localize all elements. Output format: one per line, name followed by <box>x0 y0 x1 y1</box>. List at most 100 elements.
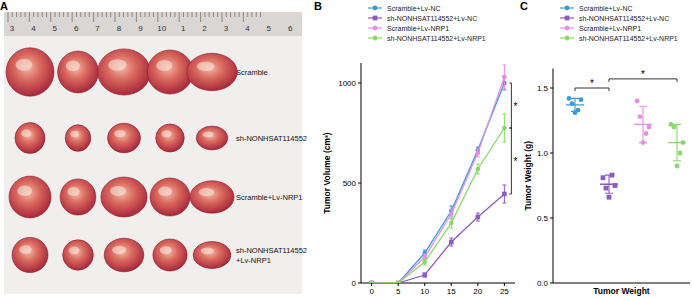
tumor <box>65 125 91 152</box>
ruler-tick <box>123 12 124 17</box>
tumor <box>190 181 234 213</box>
legend-marker <box>373 26 378 31</box>
error-cap <box>449 209 453 210</box>
ruler-tick <box>33 12 34 17</box>
ruler-tick <box>247 12 248 17</box>
tumor-highlight <box>70 131 79 138</box>
error-bar <box>502 185 506 203</box>
ruler-tick <box>119 12 120 17</box>
sd-stem <box>642 106 643 142</box>
mean-sd <box>600 175 618 193</box>
point <box>579 97 584 102</box>
ruler-label: 1 <box>181 24 186 33</box>
panel-label: B <box>314 0 322 12</box>
ruler-tick <box>260 12 261 17</box>
tumor-highlight <box>112 246 126 254</box>
point <box>369 281 374 283</box>
ruler-label: 6 <box>288 24 293 33</box>
x-tick-label: 5 <box>396 287 401 296</box>
x-tick-label: 15 <box>447 287 456 296</box>
ruler-tick <box>226 12 227 17</box>
error-cap <box>476 149 480 150</box>
y-tick-label: 0 <box>352 279 357 288</box>
tumor <box>147 50 193 94</box>
legend-marker <box>373 6 378 11</box>
ruler-tick <box>93 12 94 22</box>
ruler <box>4 12 302 36</box>
ruler-tick <box>46 12 47 17</box>
legend-marker <box>373 16 378 21</box>
significance-label: * <box>590 78 594 89</box>
series-line <box>372 128 505 283</box>
tumor-highlight <box>199 188 214 196</box>
ruler-tick <box>243 12 244 22</box>
error-cap <box>476 213 480 214</box>
error-bar <box>476 164 480 174</box>
tumor <box>60 179 96 215</box>
y-tick <box>550 218 553 219</box>
error-cap <box>423 259 427 260</box>
legend-label: sh-NONHSAT114552+Lv-NRP1 <box>579 35 678 42</box>
point <box>502 75 507 80</box>
sd-stem <box>676 124 677 160</box>
y-tick <box>358 283 361 284</box>
y-tick <box>550 88 553 89</box>
row-label: sh-NONHSAT114552 <box>236 246 307 255</box>
sd-stem <box>608 175 609 193</box>
tumor <box>98 49 151 95</box>
x-tick-label: 0 <box>369 287 374 296</box>
error-cap <box>449 228 453 229</box>
significance-label: * <box>513 101 517 112</box>
ruler-tick <box>110 12 111 17</box>
legend-marker <box>565 26 570 31</box>
x-tick <box>371 283 372 286</box>
error-bar <box>449 238 453 246</box>
error-cap <box>423 250 427 251</box>
error-cap <box>502 89 506 90</box>
point <box>449 221 454 226</box>
sd-cap <box>571 111 579 112</box>
error-cap <box>476 221 480 222</box>
ruler-tick <box>97 12 98 17</box>
x-axis <box>553 283 690 284</box>
panel-b: BScramble+Lv-NCsh-NONHSAT114552+Lv-NCScr… <box>314 0 517 296</box>
sd-cap <box>673 124 681 125</box>
mean-sd <box>566 98 584 111</box>
y-axis-label: Tumor Volume (cm³) <box>322 132 332 214</box>
ruler-label: 10 <box>157 24 166 33</box>
point <box>502 126 507 131</box>
ruler-tick <box>234 12 235 17</box>
panel-a: 345678910123456Scramblesh-NONHSAT114552S… <box>4 12 307 294</box>
tumor-highlight <box>203 131 214 137</box>
point <box>601 175 606 180</box>
tumor-highlight <box>161 130 171 137</box>
error-bar <box>423 259 427 265</box>
ruler-tick <box>204 12 205 17</box>
ruler-tick <box>37 12 38 17</box>
ruler-tick <box>42 12 43 17</box>
error-cap <box>449 218 453 219</box>
point <box>647 125 652 130</box>
ruler-tick <box>140 12 141 17</box>
tumor <box>193 241 231 268</box>
point <box>369 281 374 283</box>
point <box>604 186 609 191</box>
tumor-highlight <box>17 186 32 196</box>
ruler-tick <box>230 12 231 17</box>
tumor <box>104 238 144 272</box>
point <box>369 281 374 283</box>
error-cap <box>449 238 453 239</box>
mean-sd <box>634 106 652 142</box>
figure: 345678910123456Scramblesh-NONHSAT114552S… <box>0 0 692 297</box>
ruler-label: 5 <box>53 24 58 33</box>
ruler-tick <box>162 12 163 17</box>
ruler-tick <box>170 12 171 17</box>
error-cap <box>423 254 427 255</box>
significance-bracket <box>509 83 511 128</box>
error-cap <box>423 265 427 266</box>
panel-label: A <box>0 0 8 12</box>
ruler-tick <box>127 12 128 17</box>
tumor-highlight <box>67 187 79 196</box>
significance-label: * <box>641 69 645 80</box>
ruler-tick <box>187 12 188 17</box>
